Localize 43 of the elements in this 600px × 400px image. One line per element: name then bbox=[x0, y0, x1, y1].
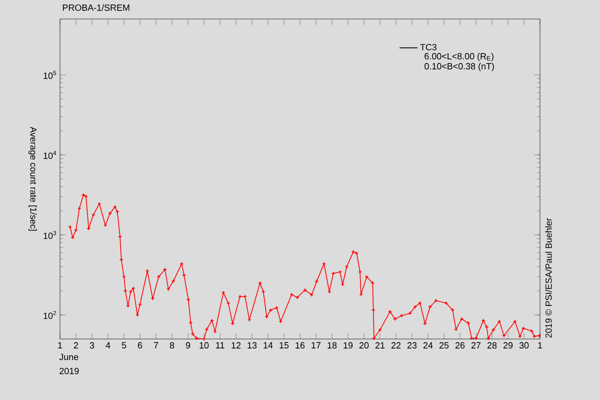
y-tick-label: 10$^{5}$ bbox=[44, 70, 56, 79]
x-tick-label: 7 bbox=[154, 342, 158, 348]
x-tick-label: 20 bbox=[359, 342, 369, 349]
x-tick-label: 25 bbox=[439, 342, 449, 349]
x-tick-label: 10 bbox=[200, 342, 209, 349]
text: TC3 bbox=[420, 44, 437, 50]
chart-title: PROBA-1/SREM bbox=[62, 4, 130, 11]
annotation: 6.00<L<8.00 (R$_{E}$) bbox=[424, 52, 494, 62]
text: June bbox=[59, 354, 78, 360]
text: 2019 bbox=[60, 368, 79, 374]
x-tick-label: 24 bbox=[423, 342, 433, 348]
x-tick-label: 30 bbox=[519, 342, 529, 349]
x-tick-label: 14 bbox=[264, 342, 273, 348]
x-tick-label: 21 bbox=[375, 342, 385, 348]
x-tick-label: 9 bbox=[186, 342, 190, 349]
x-tick-label: 6 bbox=[138, 342, 142, 349]
x-tick-label: 27 bbox=[471, 342, 481, 348]
x-tick-label: 1 bbox=[538, 342, 542, 348]
x-tick-label: 15 bbox=[280, 342, 289, 348]
x-tick-label: 28 bbox=[487, 342, 497, 349]
x-tick-label: 19 bbox=[344, 342, 353, 349]
text: 2019 © PSI/ESA/Paul Buehler bbox=[545, 218, 552, 338]
x-tick-label: 18 bbox=[328, 342, 337, 349]
x-tick-label: 2 bbox=[74, 342, 78, 348]
x-tick-label: 22 bbox=[391, 342, 401, 348]
x-tick-label: 17 bbox=[312, 342, 321, 348]
y-tick-label: 10$^{3}$ bbox=[44, 230, 56, 239]
y-axis-title: Average count rate [1/sec] bbox=[28, 126, 37, 231]
x-tick-label: 4 bbox=[106, 342, 110, 348]
x-tick-label: 29 bbox=[503, 342, 513, 349]
x-tick-label: 12 bbox=[232, 342, 241, 348]
x-tick-label: 1 bbox=[58, 342, 62, 348]
y-tick-label: 10$^{2}$ bbox=[44, 310, 56, 319]
x-tick-label: 16 bbox=[296, 342, 305, 349]
x-tick-label: 3 bbox=[90, 342, 94, 349]
x-tick-label: 13 bbox=[248, 342, 257, 349]
x-tick-label: 11 bbox=[216, 342, 224, 348]
annotation: 0.10<B<0.38 (nT) bbox=[424, 62, 494, 72]
x-tick-label: 5 bbox=[122, 342, 126, 348]
y-tick-label: 10$^{4}$ bbox=[44, 150, 56, 159]
x-tick-label: 23 bbox=[407, 342, 417, 349]
x-tick-label: 26 bbox=[455, 342, 465, 349]
x-tick-label: 8 bbox=[170, 342, 174, 349]
